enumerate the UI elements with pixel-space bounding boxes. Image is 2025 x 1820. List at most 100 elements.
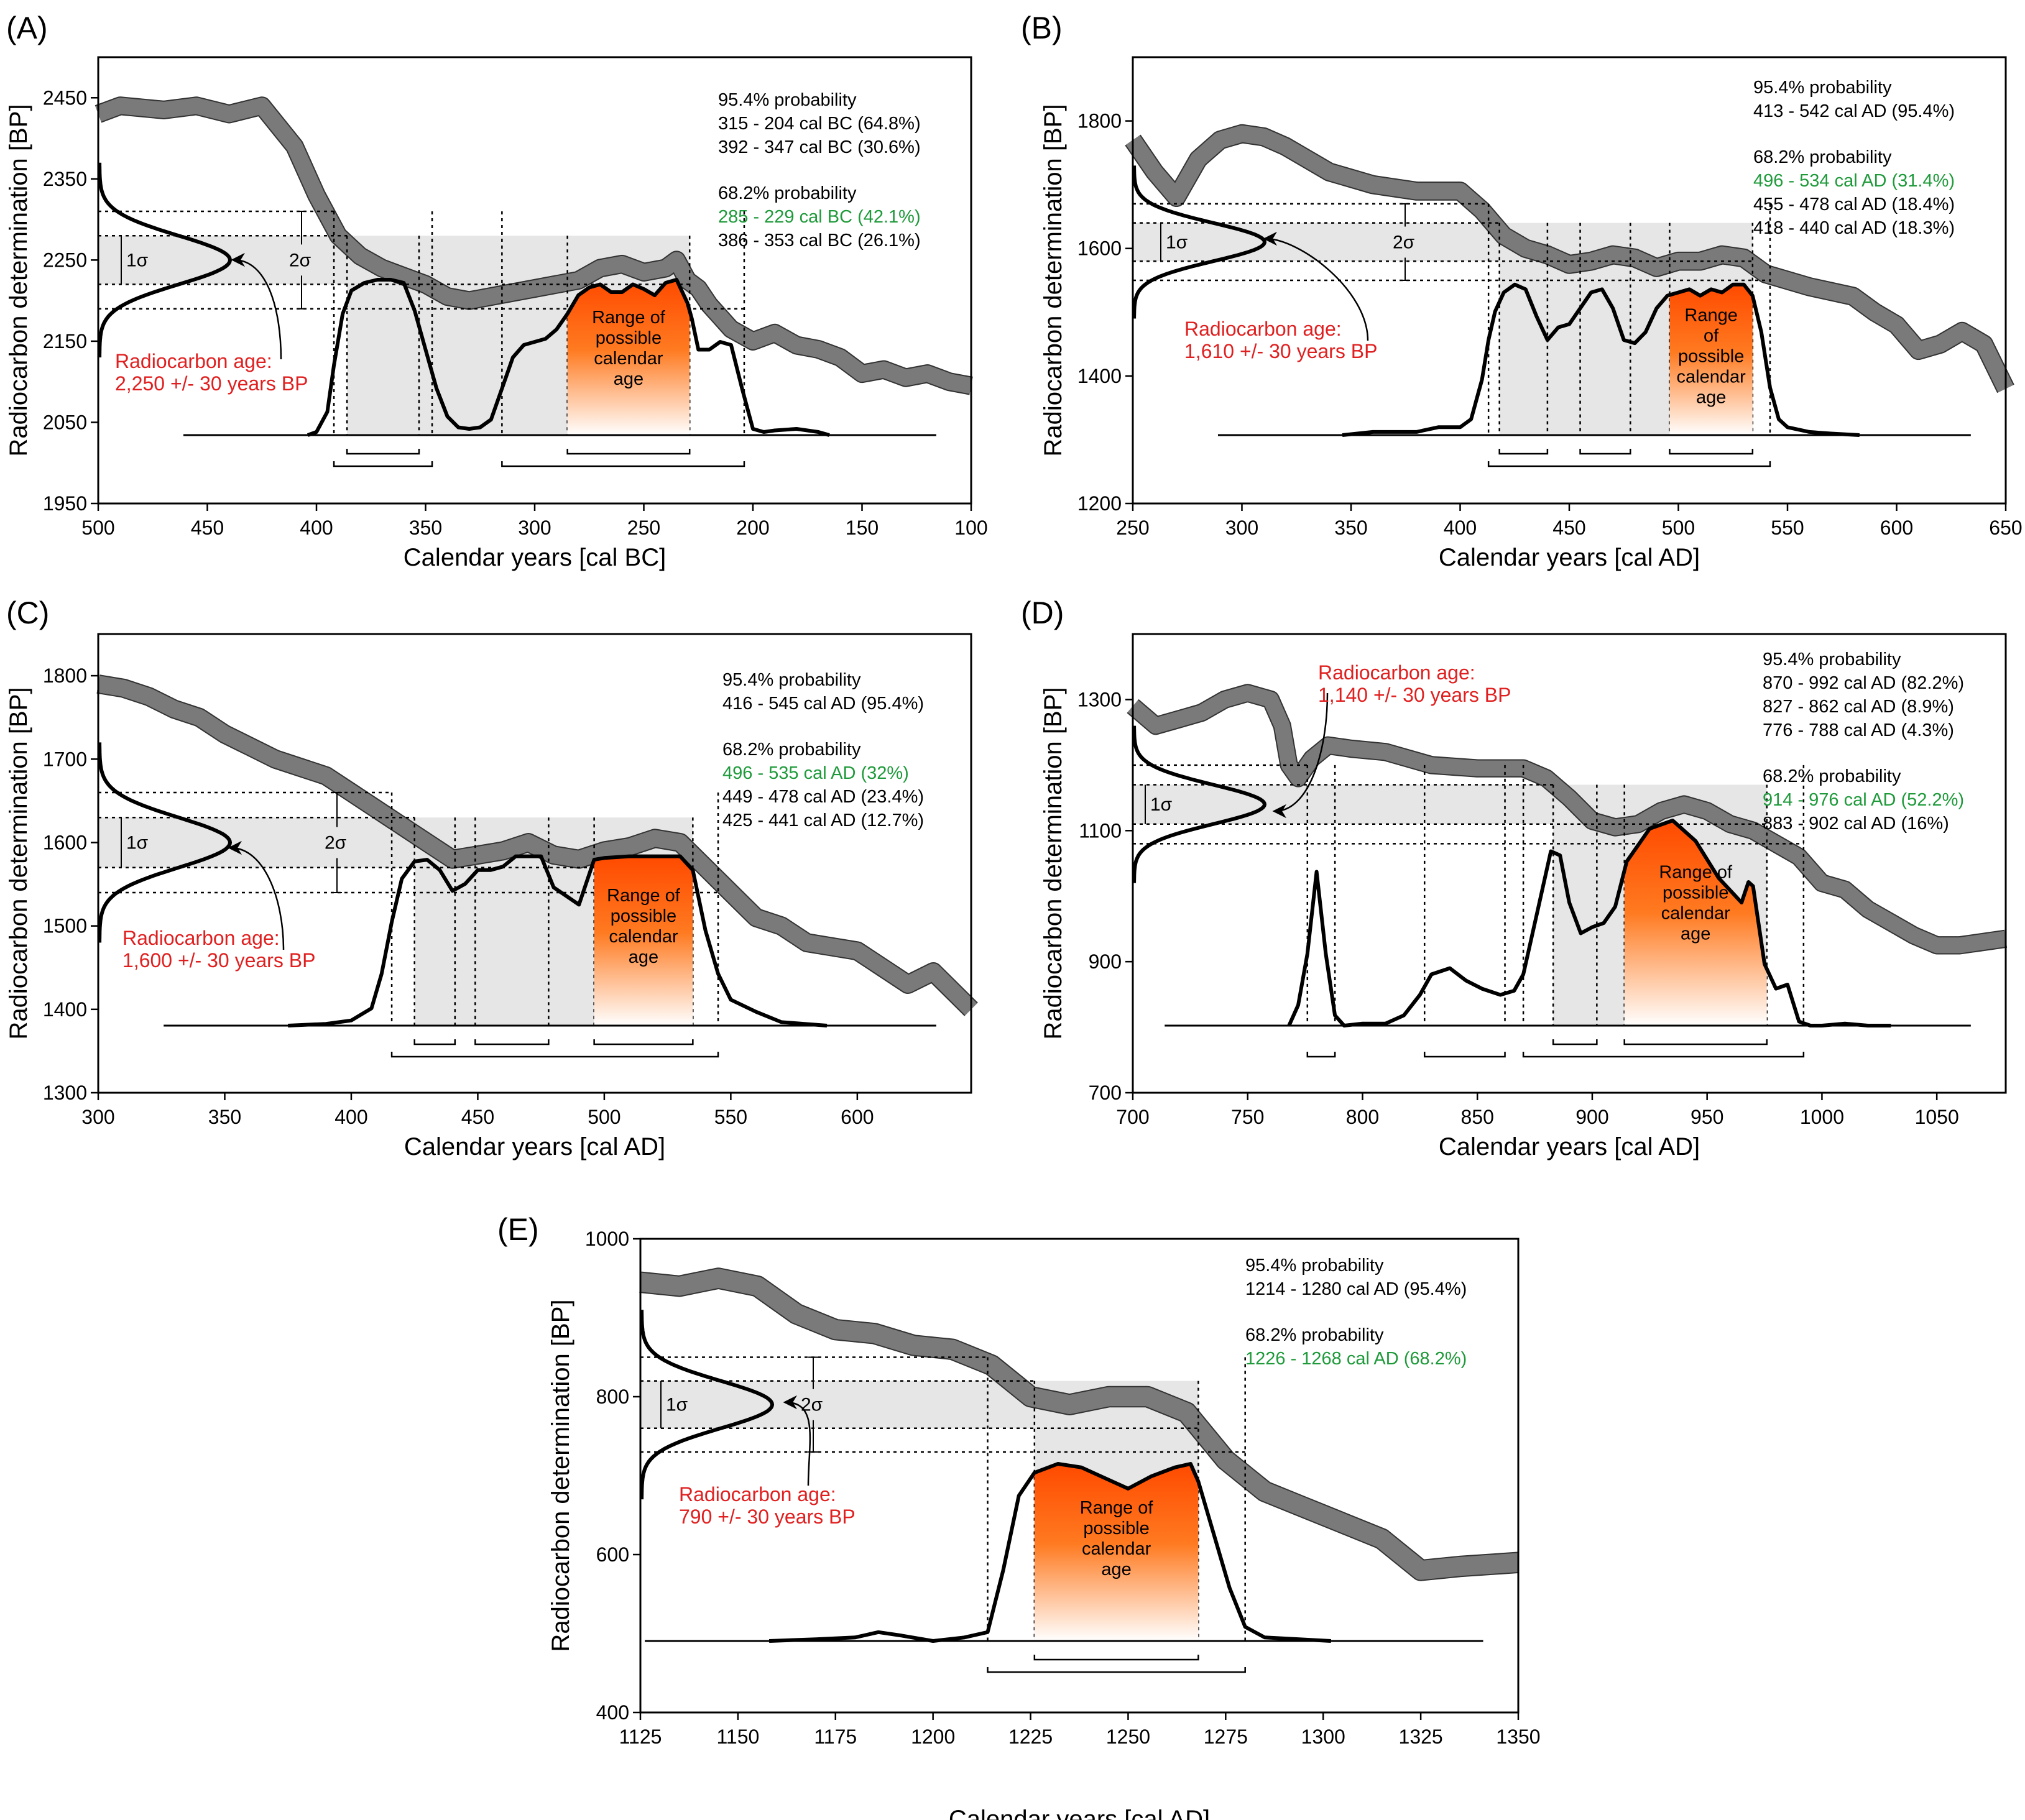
range-label-line: calendar — [1082, 1539, 1151, 1559]
range68-bracket — [593, 1039, 694, 1046]
range-label-line: possible — [611, 906, 676, 926]
calibration-curve — [639, 1269, 1520, 1580]
y-tick-label: 1000 — [585, 1228, 629, 1250]
y-tick-label: 600 — [596, 1543, 629, 1566]
age-arrow — [1272, 692, 1329, 819]
y-tick-label: 1800 — [43, 664, 87, 687]
range-label-line: Range of — [1659, 862, 1733, 882]
y-axis-title: Radiocarbon determination [BP] — [1040, 104, 1067, 457]
y-tick-label: 2350 — [43, 168, 87, 190]
x-tick-label: 300 — [518, 517, 551, 539]
x-axis-title: Calendar years [cal AD] — [1439, 544, 1700, 571]
sigma-band — [1133, 784, 1554, 824]
age-gaussian-curve — [98, 162, 233, 357]
radiocarbon-age-label: 790 +/- 30 years BP — [679, 1505, 856, 1528]
x-tick-label: 350 — [208, 1106, 241, 1128]
range95-bracket — [333, 461, 433, 467]
radiocarbon-age-label: 2,250 +/- 30 years BP — [115, 372, 308, 395]
range-label-line: age — [1681, 924, 1710, 944]
x-tick-label: 850 — [1461, 1106, 1494, 1128]
sigma1-label: 1σ — [126, 250, 149, 270]
range68-bracket — [1669, 449, 1754, 455]
y-tick-label: 2250 — [43, 249, 87, 271]
x-tick-label: 450 — [191, 517, 224, 539]
y-tick-label: 1500 — [43, 915, 87, 937]
x-tick-label: 550 — [714, 1106, 747, 1128]
sigma2-bracket — [297, 211, 307, 310]
legend-line: 496 - 534 cal AD (31.4%) — [1753, 171, 1955, 191]
sigma2-label: 2σ — [1393, 232, 1415, 252]
range95-bracket — [1487, 461, 1771, 467]
y-axis-title: Radiocarbon determination [BP] — [5, 687, 32, 1040]
y-tick-label: 1600 — [1077, 237, 1122, 260]
sigma1-label: 1σ — [1166, 232, 1188, 252]
x-tick-label: 550 — [1771, 517, 1804, 539]
legend-line: 1226 - 1268 cal AD (68.2%) — [1245, 1349, 1467, 1369]
range-label-line: age — [614, 369, 643, 389]
range-label-line: Range of — [592, 308, 666, 328]
x-tick-label: 300 — [81, 1106, 114, 1128]
range-label-line: calendar — [1677, 367, 1746, 387]
legend-line: 418 - 440 cal AD (18.3%) — [1753, 218, 1955, 238]
age-arrow — [1263, 231, 1369, 341]
sigma2-label: 2σ — [289, 250, 311, 270]
legend-line: 776 - 788 cal AD (4.3%) — [1763, 720, 1954, 740]
radiocarbon-age-label: Radiocarbon age: — [115, 350, 272, 372]
x-tick-label: 400 — [300, 517, 333, 539]
range-label-line: calendar — [594, 349, 663, 369]
x-tick-label: 1300 — [1301, 1726, 1345, 1748]
probability-distribution — [768, 1462, 1331, 1643]
legend-line: 449 - 478 cal AD (23.4%) — [722, 787, 924, 807]
highlight-range-fill — [1624, 820, 1767, 1026]
panel-label: (D) — [1021, 595, 1064, 630]
panel-label: (C) — [6, 595, 49, 630]
range-label-line: of — [1704, 326, 1719, 346]
range-label-line: age — [1101, 1560, 1131, 1579]
age-arrow — [231, 252, 282, 360]
highlight-range-fill — [567, 280, 690, 435]
y-tick-label: 1950 — [43, 492, 87, 515]
legend-line: 68.2% probability — [1753, 147, 1892, 167]
panel-label: (E) — [497, 1212, 539, 1247]
x-axis-title: Calendar years [cal BC] — [404, 544, 666, 571]
age-arrow — [783, 1395, 811, 1486]
y-tick-label: 1800 — [1077, 110, 1122, 132]
legend-line: 315 - 204 cal BC (64.8%) — [718, 114, 921, 134]
x-tick-label: 250 — [1116, 517, 1149, 539]
legend-line: 870 - 992 cal AD (82.2%) — [1763, 673, 1964, 693]
legend-line: 496 - 535 cal AD (32%) — [722, 763, 909, 783]
sigma2-label: 2σ — [801, 1395, 823, 1415]
legend-line: 68.2% probability — [718, 183, 857, 203]
radiocarbon-age-label: Radiocarbon age: — [122, 927, 280, 949]
y-tick-label: 1600 — [43, 831, 87, 853]
radiocarbon-age-label: 1,600 +/- 30 years BP — [122, 949, 315, 972]
sigma1-label: 1σ — [1150, 794, 1173, 815]
x-tick-label: 1250 — [1106, 1726, 1150, 1748]
age-gaussian-curve — [640, 1310, 775, 1500]
range68-bracket — [1623, 1039, 1768, 1046]
x-tick-label: 600 — [841, 1106, 874, 1128]
x-tick-label: 900 — [1575, 1106, 1608, 1128]
x-tick-label: 500 — [1662, 517, 1695, 539]
range68-bracket — [1579, 449, 1631, 455]
range68-bracket — [1498, 449, 1549, 455]
legend-line: 68.2% probability — [722, 740, 861, 760]
x-tick-label: 500 — [81, 517, 114, 539]
range-label-line: Range — [1684, 305, 1737, 325]
panel-label: (B) — [1021, 11, 1063, 45]
calibration-curve — [95, 98, 973, 394]
y-tick-label: 400 — [596, 1701, 629, 1724]
plot-frame — [1132, 633, 2007, 1094]
range95-bracket — [1522, 1052, 1805, 1058]
range-label-line: possible — [1083, 1519, 1149, 1538]
sigma-band — [98, 236, 348, 285]
y-axis-title: Radiocarbon determination [BP] — [5, 104, 32, 457]
y-tick-label: 1700 — [43, 748, 87, 770]
sigma2-bracket — [808, 1356, 818, 1453]
sigma1-label: 1σ — [126, 832, 149, 853]
range95-bracket — [987, 1667, 1246, 1673]
age-arrow — [228, 840, 285, 950]
